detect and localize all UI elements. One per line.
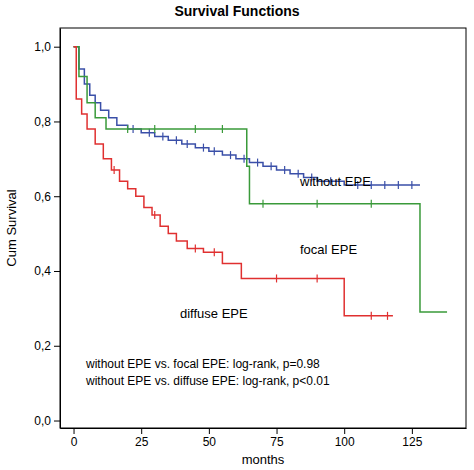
x-tick: 25 bbox=[135, 428, 149, 449]
x-tick-label: 25 bbox=[135, 435, 149, 449]
censor-mark bbox=[154, 211, 155, 219]
censor-mark bbox=[398, 181, 399, 189]
y-tick: 0,8 bbox=[34, 115, 60, 129]
x-tick-label: 50 bbox=[203, 435, 217, 449]
x-tick: 75 bbox=[270, 428, 284, 449]
plot-frame bbox=[60, 28, 466, 428]
censor-mark bbox=[298, 170, 299, 178]
survival-curve bbox=[74, 47, 448, 312]
censor-mark bbox=[127, 125, 128, 133]
censor-mark bbox=[257, 159, 258, 167]
y-tick-mark bbox=[54, 121, 60, 122]
censor-mark bbox=[387, 312, 388, 320]
censor-mark bbox=[384, 181, 385, 189]
series-label: focal EPE bbox=[300, 242, 357, 257]
censor-mark bbox=[154, 125, 155, 133]
censor-mark bbox=[176, 136, 177, 144]
x-tick-mark bbox=[412, 428, 413, 434]
censor-mark bbox=[195, 245, 196, 253]
censor-mark bbox=[195, 125, 196, 133]
marks bbox=[74, 47, 448, 320]
x-axis: 0 25 50 75 100 125 bbox=[61, 428, 467, 449]
censor-mark bbox=[214, 147, 215, 155]
censor-mark bbox=[214, 248, 215, 256]
y-tick-label: 0,8 bbox=[34, 115, 51, 129]
x-tick: 50 bbox=[203, 428, 217, 449]
x-tick-label: 125 bbox=[402, 435, 422, 449]
censor-mark bbox=[114, 166, 115, 174]
y-tick: 0,6 bbox=[34, 190, 60, 204]
y-axis-line bbox=[60, 29, 61, 429]
y-tick: 0,0 bbox=[34, 414, 60, 428]
x-tick-mark bbox=[209, 428, 210, 434]
x-tick: 125 bbox=[402, 428, 422, 449]
censor-mark bbox=[276, 274, 277, 282]
series-label: diffuse EPE bbox=[180, 306, 248, 321]
y-tick-label: 0,0 bbox=[34, 414, 51, 428]
annotation: without EPE vs. diffuse EPE: log-rank, p… bbox=[85, 374, 330, 388]
y-tick-label: 0,2 bbox=[34, 339, 51, 353]
x-tick: 100 bbox=[335, 428, 355, 449]
censor-mark bbox=[371, 181, 372, 189]
x-tick-mark bbox=[277, 428, 278, 434]
y-tick-mark bbox=[54, 47, 60, 48]
y-tick-label: 0,6 bbox=[34, 190, 51, 204]
y-tick-mark bbox=[54, 421, 60, 422]
x-tick: 0 bbox=[71, 428, 78, 449]
y-tick: 1,0 bbox=[34, 40, 60, 54]
censor-mark bbox=[222, 125, 223, 133]
x-tick-label: 0 bbox=[71, 435, 78, 449]
title: Survival Functions bbox=[174, 3, 299, 19]
x-tick-mark bbox=[344, 428, 345, 434]
censor-mark bbox=[243, 155, 244, 163]
series-label: without EPE bbox=[299, 174, 371, 189]
censor-mark bbox=[149, 129, 150, 137]
x-axis-title: months bbox=[242, 452, 285, 467]
y-tick: 0,4 bbox=[34, 264, 60, 278]
y-tick-mark bbox=[54, 346, 60, 347]
annotation: without EPE vs. focal EPE: log-rank, p=0… bbox=[85, 357, 320, 371]
y-tick: 0,2 bbox=[34, 339, 60, 353]
y-tick-label: 1,0 bbox=[34, 40, 51, 54]
x-tick-label: 100 bbox=[335, 435, 355, 449]
censor-mark bbox=[371, 200, 372, 208]
y-axis-title: Cum Survival bbox=[4, 189, 19, 266]
censor-mark bbox=[162, 132, 163, 140]
y-tick-mark bbox=[54, 196, 60, 197]
censor-mark bbox=[203, 144, 204, 152]
censor-mark bbox=[262, 200, 263, 208]
x-axis-line bbox=[61, 428, 467, 429]
chart: Survival Functions 0,0 0,2 0,4 0,6 0,8 1,0 0 25 5… bbox=[0, 0, 474, 470]
survival-curve bbox=[74, 47, 393, 316]
y-tick-mark bbox=[54, 271, 60, 272]
x-tick-label: 75 bbox=[270, 435, 284, 449]
censor-mark bbox=[284, 166, 285, 174]
censor-mark bbox=[271, 162, 272, 170]
y-tick-label: 0,4 bbox=[34, 264, 51, 278]
censor-mark bbox=[230, 151, 231, 159]
plot: 0,0 0,2 0,4 0,6 0,8 1,0 0 25 50 75 100 125 without E… bbox=[34, 28, 466, 449]
censor-mark bbox=[317, 274, 318, 282]
censor-mark bbox=[317, 200, 318, 208]
x-tick-mark bbox=[141, 428, 142, 434]
x-tick-mark bbox=[74, 428, 75, 434]
censor-mark bbox=[411, 181, 412, 189]
censor-mark bbox=[371, 312, 372, 320]
censor-mark bbox=[187, 140, 188, 148]
y-axis: 0,0 0,2 0,4 0,6 0,8 1,0 bbox=[34, 29, 60, 429]
